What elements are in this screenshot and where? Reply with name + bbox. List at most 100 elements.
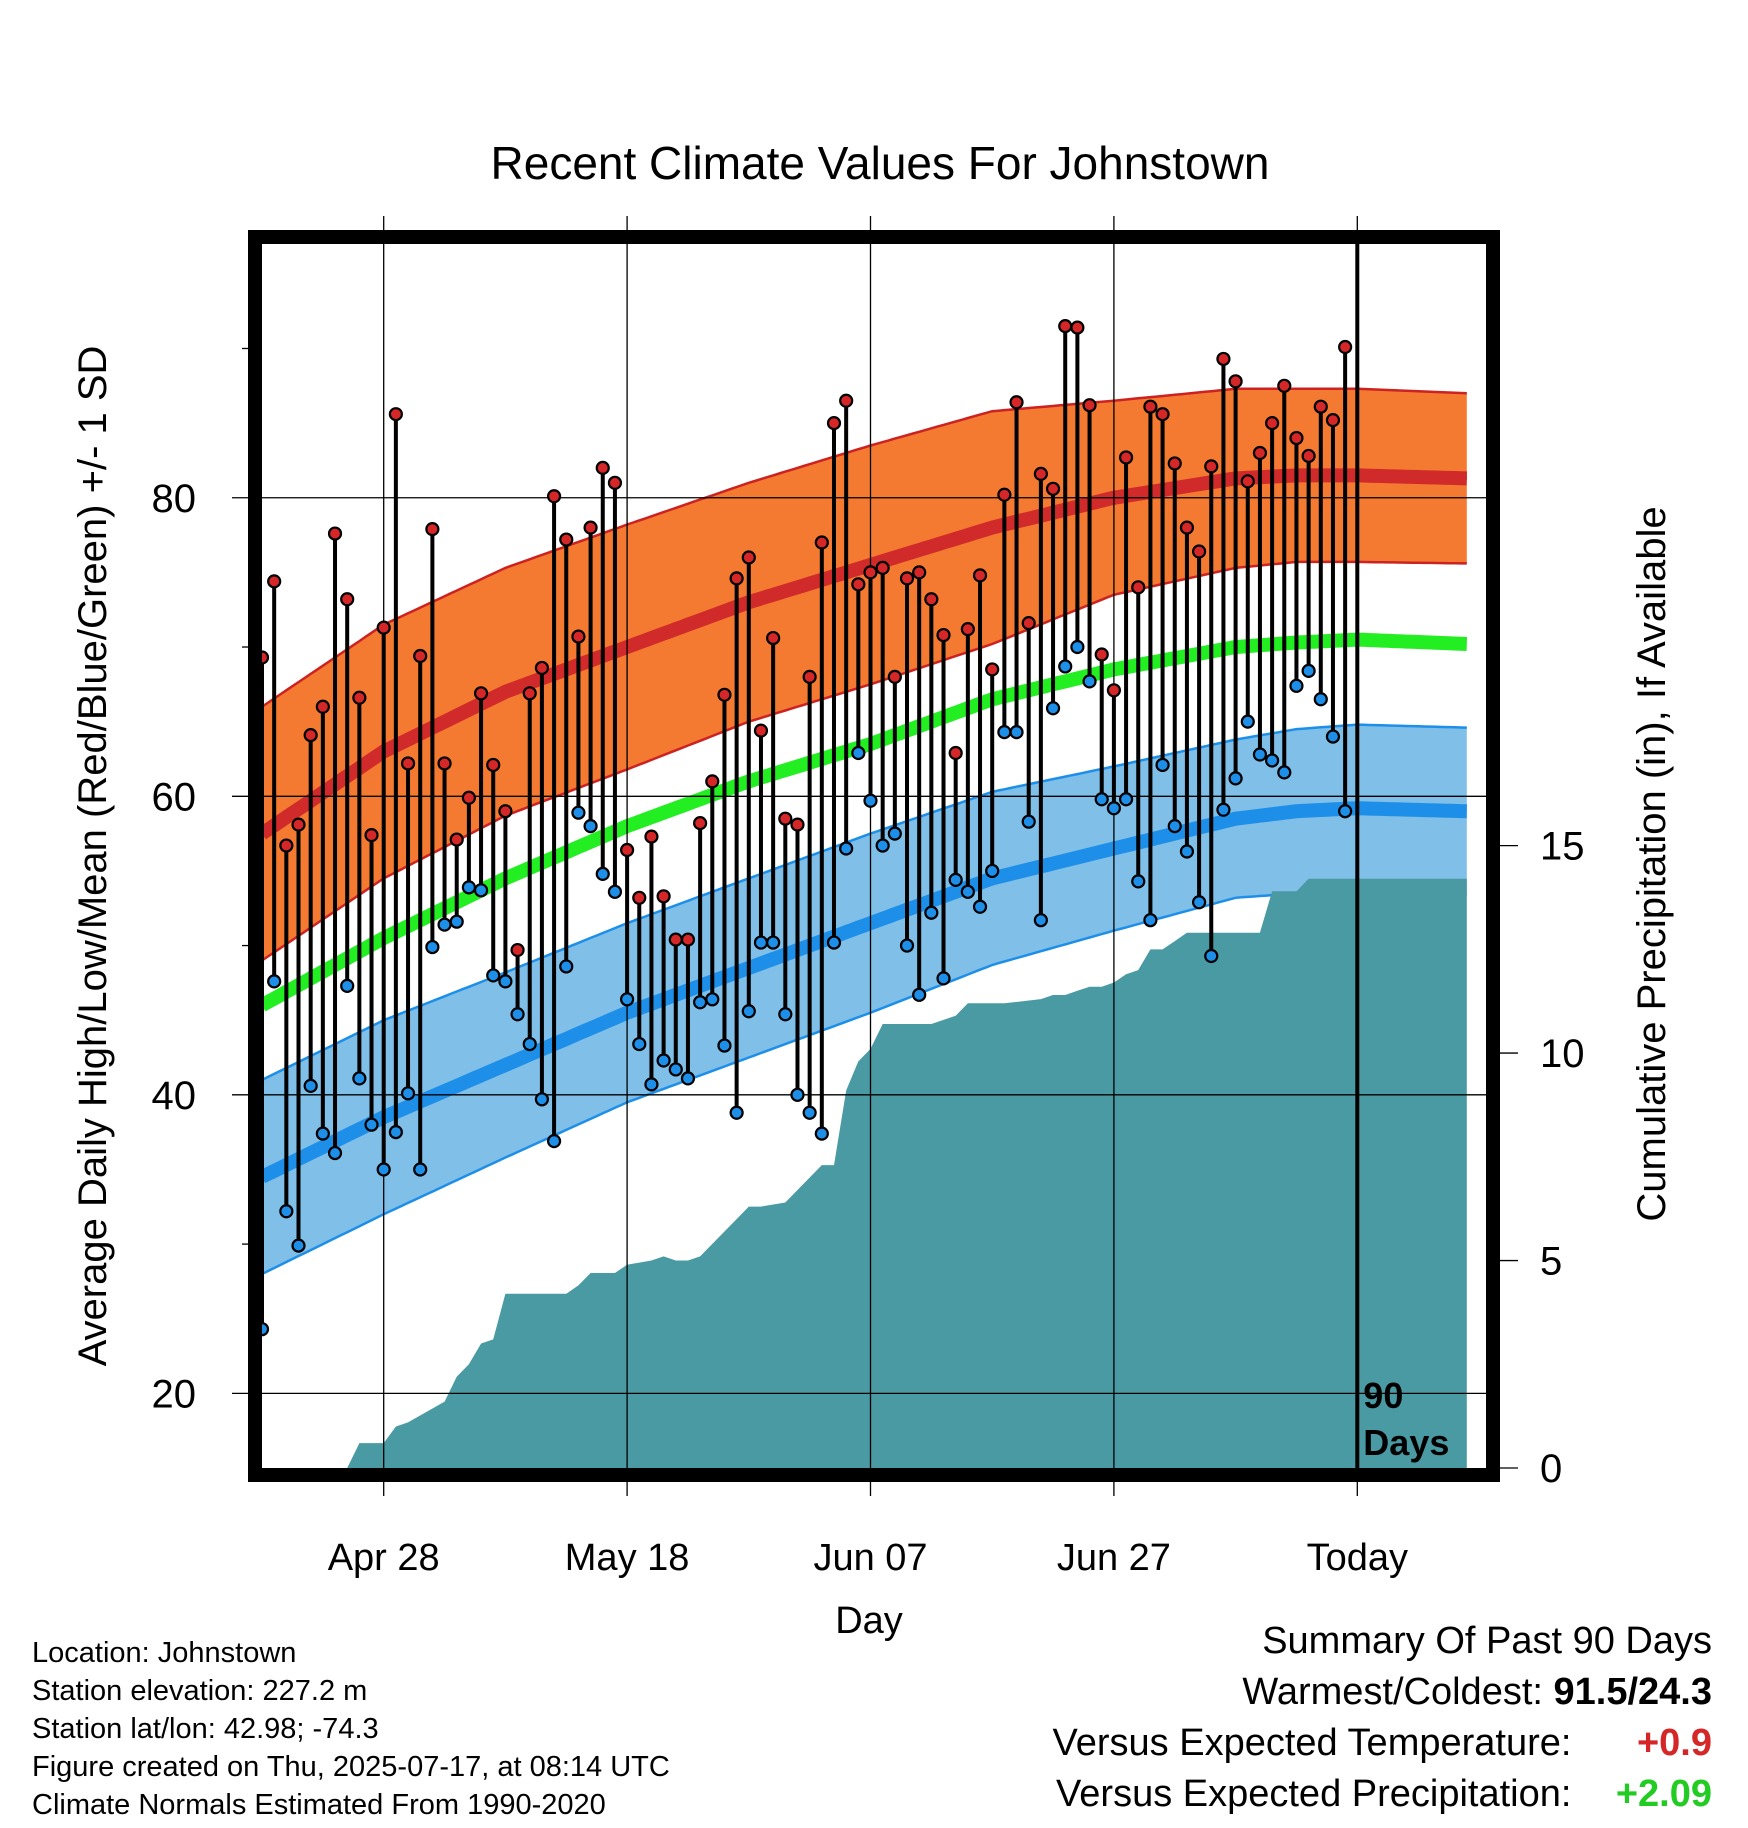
low-temp-point [522, 1036, 537, 1052]
high-band-upper-edge [262, 387, 1467, 708]
low-temp-point [717, 1038, 732, 1053]
high-temp-point [851, 577, 866, 592]
warmest-coldest-row: Warmest/Coldest: 91.5/24.3 [1053, 1667, 1712, 1718]
y-tick-label: 60 [152, 775, 197, 819]
high-temp-point [1313, 399, 1328, 414]
low-temp-point [729, 1105, 744, 1120]
low-temp-point [595, 866, 610, 882]
high-temp-point [1289, 430, 1304, 446]
low-temp-point [388, 1125, 403, 1140]
low-temp-point [790, 1087, 805, 1102]
high-temp-point [1204, 459, 1219, 474]
high-temp-point [461, 790, 476, 805]
high-temp-point [352, 690, 367, 705]
low-temp-point [1204, 948, 1219, 964]
low-temp-point [1094, 792, 1109, 807]
high-temp-point [936, 627, 951, 643]
low-temp-point [693, 995, 708, 1010]
plot-frame [248, 230, 1500, 1482]
low-temp-point [851, 745, 866, 761]
low-temp-point [262, 1322, 270, 1337]
low-temp-point [1009, 725, 1024, 740]
x-axis-label: Day [835, 1600, 903, 1642]
high-temp-point [388, 407, 403, 422]
precip-tick-label: 5 [1540, 1240, 1562, 1284]
low-temp-point [364, 1117, 379, 1132]
today-days-label-1: 90 [1363, 1375, 1403, 1416]
high-temp-point [924, 592, 939, 607]
low-temp-point [571, 805, 586, 820]
high-temp-point [413, 648, 428, 664]
low-temp-point [607, 884, 623, 899]
high-temp-point [778, 811, 793, 826]
high-temp-point [1240, 474, 1255, 489]
low-temp-point [1155, 757, 1170, 773]
low-temp-point [340, 978, 355, 993]
low-temp-point [766, 935, 781, 950]
low-temp-point [1338, 804, 1353, 819]
high-temp-point [1179, 520, 1195, 535]
high-temp-point [291, 817, 306, 832]
low-temp-point [1240, 714, 1255, 729]
low-temp-point [1131, 874, 1146, 889]
low-band-lower-edge [262, 890, 1467, 1276]
low-temp-point [668, 1062, 683, 1077]
high-temp-point [340, 592, 355, 607]
plot-area: 90 Days [262, 244, 1486, 1468]
low-temp-point [327, 1145, 343, 1161]
high-temp-point [790, 817, 805, 832]
high-temp-point [729, 571, 744, 586]
low-temp-point [863, 793, 878, 808]
low-temp-point [376, 1162, 391, 1177]
low-temp-point [985, 863, 1000, 879]
low-temp-point [948, 872, 963, 887]
x-tick-label: Jun 07 [813, 1537, 927, 1579]
low-temp-point [705, 992, 720, 1007]
low-temp-point [1265, 753, 1280, 768]
low-temp-point [1143, 913, 1158, 928]
high-temp-point [1070, 320, 1085, 335]
low-temp-point [644, 1077, 659, 1092]
temp-anomaly-value: +0.9 [1636, 1722, 1712, 1764]
high-temp-point [766, 630, 781, 646]
high-temp-point [1058, 318, 1073, 334]
low-temp-point [887, 826, 902, 841]
high-temp-point [680, 932, 696, 947]
high-temp-point [595, 460, 610, 476]
low-temp-point [619, 992, 635, 1007]
x-tick-label: Today [1307, 1537, 1408, 1579]
high-temp-point [315, 699, 330, 714]
low-temp-point [1252, 747, 1268, 762]
high-temp-point [1106, 683, 1122, 698]
high-temp-point [948, 745, 963, 761]
high-temp-point [583, 520, 598, 535]
low-temp-point [753, 935, 769, 950]
low-temp-point [315, 1126, 330, 1141]
high-temp-point [619, 842, 635, 858]
low-temp-point [1191, 895, 1207, 910]
x-tick-label: May 18 [565, 1537, 690, 1579]
high-temp-point [741, 550, 756, 565]
high-temp-point [960, 622, 975, 637]
low-temp-point [498, 974, 513, 989]
low-temp-point [473, 883, 489, 898]
low-temp-point [814, 1126, 829, 1141]
y-tick-label: 20 [152, 1372, 197, 1416]
low-temp-point [1106, 801, 1122, 816]
low-temp-point [1289, 678, 1304, 693]
low-temp-point [960, 884, 975, 899]
high-temp-point [364, 828, 379, 843]
elevation-text: Station elevation: 227.2 m [32, 1675, 368, 1707]
high-temp-point [1009, 395, 1024, 410]
precip-tick-label: 15 [1540, 825, 1585, 869]
low-temp-point [1070, 639, 1085, 655]
high-temp-point [1094, 647, 1109, 662]
high-temp-point [644, 829, 659, 844]
high-temp-point [1277, 378, 1292, 393]
station-info: Location: Johnstown Station elevation: 2… [32, 1634, 670, 1824]
high-temp-point [972, 568, 988, 583]
low-temp-point [559, 959, 574, 974]
high-temp-point [534, 660, 550, 676]
low-temp-point [546, 1134, 562, 1149]
high-temp-point [1167, 456, 1182, 471]
